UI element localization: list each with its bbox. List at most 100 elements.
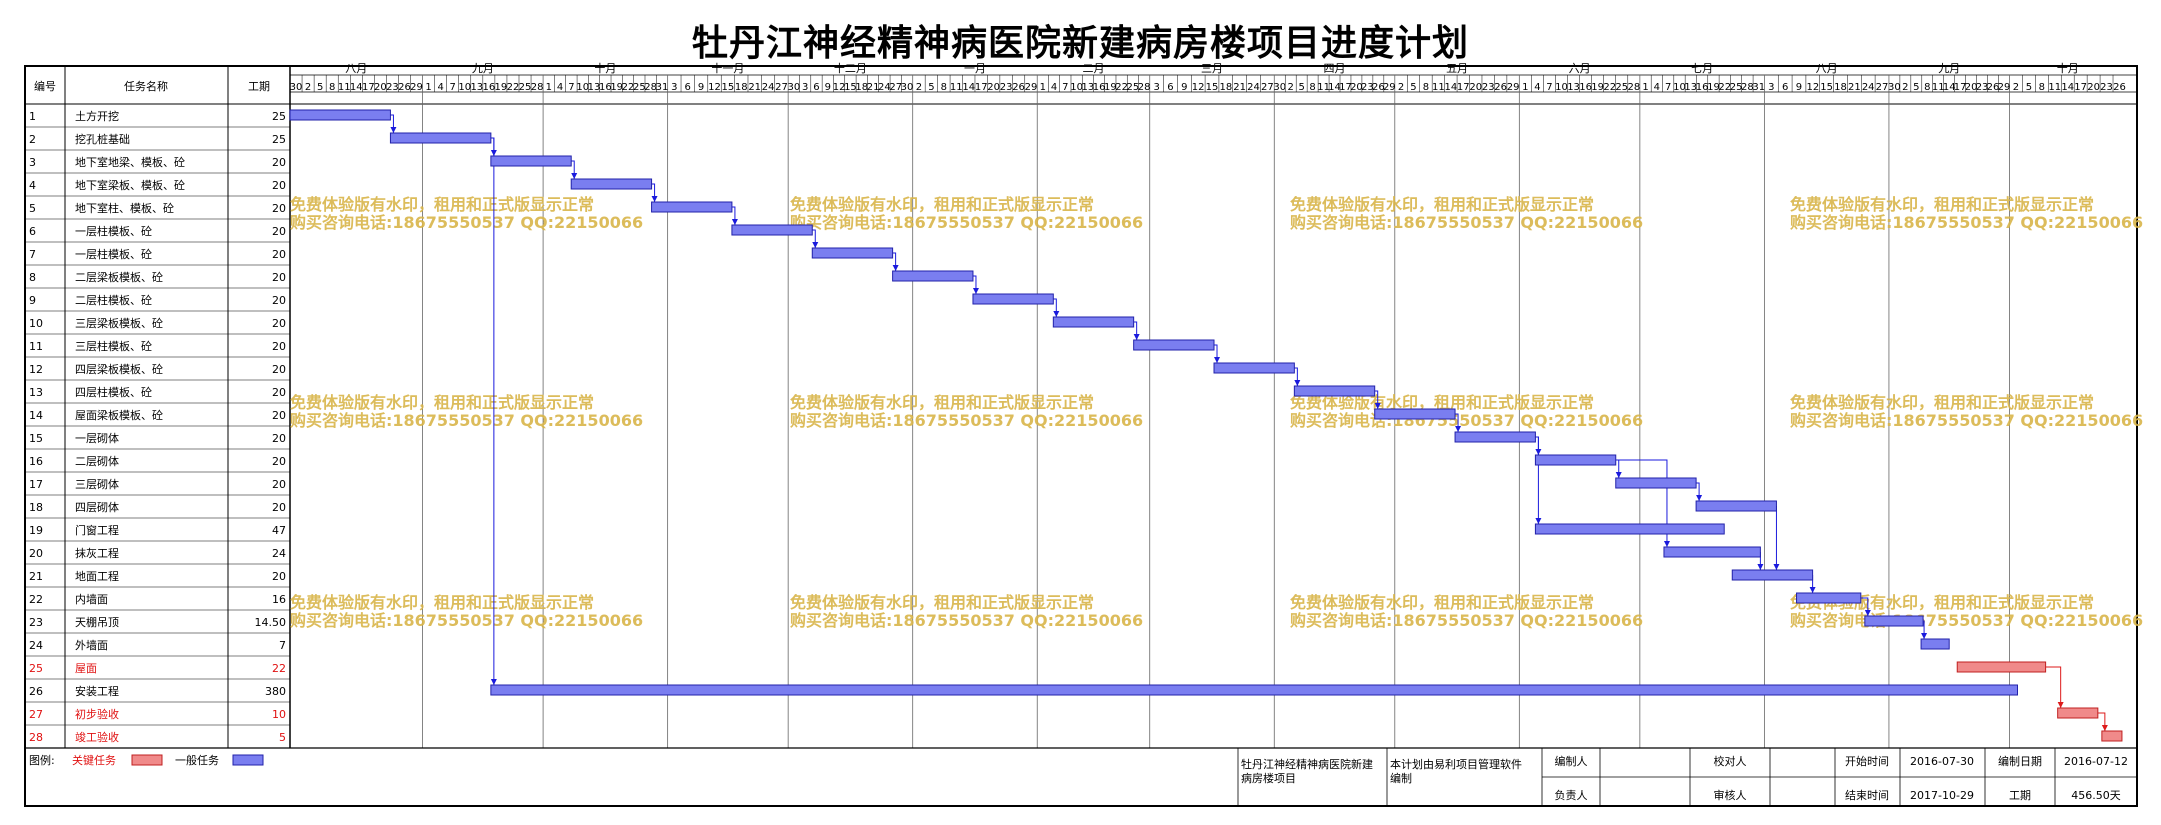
- task-bar: [1663, 546, 1761, 558]
- day-tick-label: 11: [1932, 82, 1945, 93]
- task-id: 23: [29, 616, 43, 629]
- task-duration: 25: [272, 133, 286, 146]
- task-id: 15: [29, 432, 43, 445]
- watermark-line2: 购买咨询电话:18675550537 QQ:22150066: [790, 213, 1143, 232]
- gantt-grid: [24, 65, 2138, 807]
- task-name: 地下室柱、模板、砼: [75, 201, 174, 215]
- header-id: 编号: [34, 79, 56, 93]
- task-duration: 20: [272, 455, 286, 468]
- day-tick-label: 9: [1796, 82, 1802, 93]
- task-duration: 20: [272, 478, 286, 491]
- task-name: 初步验收: [75, 707, 119, 721]
- day-tick-label: 13: [470, 82, 483, 93]
- task-duration: 20: [272, 363, 286, 376]
- day-tick-label: 3: [1153, 82, 1159, 93]
- link-arrowhead: [2057, 702, 2064, 708]
- task-id: 20: [29, 547, 43, 560]
- day-tick-label: 15: [844, 82, 857, 93]
- day-tick-label: 4: [557, 82, 563, 93]
- footer-project-cont: 病房楼项目: [1241, 771, 1296, 785]
- day-tick-label: 30: [787, 82, 800, 93]
- watermark-line1: 免费体验版有水印，租用和正式版显示正常: [790, 393, 1094, 412]
- task-id: 7: [29, 248, 36, 261]
- day-tick-label: 17: [1457, 82, 1470, 93]
- month-label: 八月: [1816, 62, 1838, 75]
- period-label: 工期: [2009, 789, 2031, 802]
- day-tick-label: 10: [576, 82, 589, 93]
- day-tick-label: 15: [722, 82, 735, 93]
- watermark-line2: 购买咨询电话:18675550537 QQ:22150066: [1790, 411, 2143, 430]
- day-tick-label: 26: [1494, 82, 1507, 93]
- day-tick-label: 2: [1398, 82, 1404, 93]
- task-bar: [570, 178, 653, 190]
- day-tick-label: 7: [568, 82, 574, 93]
- watermark-line2: 购买咨询电话:18675550537 QQ:22150066: [1790, 611, 2143, 630]
- day-tick-label: 7: [450, 82, 456, 93]
- task-id: 19: [29, 524, 43, 537]
- task-bar: [1615, 477, 1697, 489]
- task-name: 三层梁板模板、砼: [75, 316, 163, 330]
- task-name: 地下室梁板、模板、砼: [75, 178, 185, 192]
- task-duration: 14.50: [255, 616, 287, 629]
- link-arrowhead: [1696, 495, 1703, 501]
- link-arrowhead: [1921, 633, 1928, 639]
- day-tick-label: 5: [1410, 82, 1416, 93]
- day-tick-label: 14: [2061, 82, 2074, 93]
- day-tick-label: 14: [350, 82, 363, 93]
- task-name: 内墙面: [75, 592, 108, 606]
- start-label: 开始时间: [1845, 754, 1889, 768]
- footer-note: 本计划由易利项目管理软件: [1390, 757, 1522, 771]
- day-tick-label: 24: [1247, 82, 1260, 93]
- day-tick-label: 13: [588, 82, 601, 93]
- day-tick-label: 1: [425, 82, 431, 93]
- watermark-line1: 免费体验版有水印，租用和正式版显示正常: [1290, 593, 1594, 612]
- watermark-line1: 免费体验版有水印，租用和正式版显示正常: [1290, 393, 1594, 412]
- day-tick-label: 7: [1062, 82, 1068, 93]
- day-tick-label: 8: [329, 82, 335, 93]
- end-label: 结束时间: [1845, 789, 1889, 802]
- day-tick-label: 11: [1432, 82, 1445, 93]
- day-tick-label: 8: [1924, 82, 1930, 93]
- watermark-line1: 免费体验版有水印，租用和正式版显示正常: [290, 593, 594, 612]
- task-duration: 20: [272, 501, 286, 514]
- task-duration: 20: [272, 432, 286, 445]
- task-duration: 20: [272, 271, 286, 284]
- task-duration: 20: [272, 317, 286, 330]
- day-tick-label: 25: [1730, 82, 1743, 93]
- task-name: 一层砌体: [75, 431, 119, 445]
- day-tick-label: 23: [2100, 82, 2113, 93]
- task-name: 二层柱模板、砼: [75, 293, 152, 307]
- task-bar: [811, 247, 894, 259]
- day-tick-label: 24: [878, 82, 891, 93]
- day-tick-label: 26: [1987, 82, 2000, 93]
- task-id: 6: [29, 225, 36, 238]
- reviewer-label: 审核人: [1714, 788, 1747, 802]
- link-arrowhead: [972, 288, 979, 294]
- link-arrowhead: [731, 219, 738, 225]
- task-bar: [1731, 569, 1814, 581]
- day-tick-label: 22: [1603, 82, 1616, 93]
- day-tick-label: 2: [2013, 82, 2019, 93]
- day-tick-label: 19: [495, 82, 508, 93]
- task-id: 13: [29, 386, 43, 399]
- day-tick-label: 10: [1070, 82, 1083, 93]
- watermark-line1: 免费体验版有水印，租用和正式版显示正常: [790, 593, 1094, 612]
- task-bar: [2057, 707, 2099, 719]
- day-tick-label: 22: [1115, 82, 1128, 93]
- watermark-line1: 免费体验版有水印，租用和正式版显示正常: [1290, 195, 1594, 214]
- footer-table: 图例: 关键任务 一般任务 牡丹江神经精神病医院新建病房楼项目 本计划由易利项目管理软件…: [25, 747, 2137, 806]
- day-tick-label: 28: [1627, 82, 1640, 93]
- task-id: 28: [29, 731, 43, 744]
- day-tick-label: 30: [290, 82, 303, 93]
- month-label: 十月: [2057, 61, 2079, 75]
- day-tick-label: 20: [1469, 82, 1482, 93]
- day-tick-label: 22: [1718, 82, 1731, 93]
- link-arrowhead: [1294, 380, 1301, 386]
- day-tick-label: 8: [941, 82, 947, 93]
- task-duration: 47: [272, 524, 286, 537]
- header-duration: 工期: [248, 80, 270, 93]
- day-tick-label: 13: [1081, 82, 1094, 93]
- day-tick-label: 17: [1954, 82, 1967, 93]
- day-tick-label: 6: [685, 82, 691, 93]
